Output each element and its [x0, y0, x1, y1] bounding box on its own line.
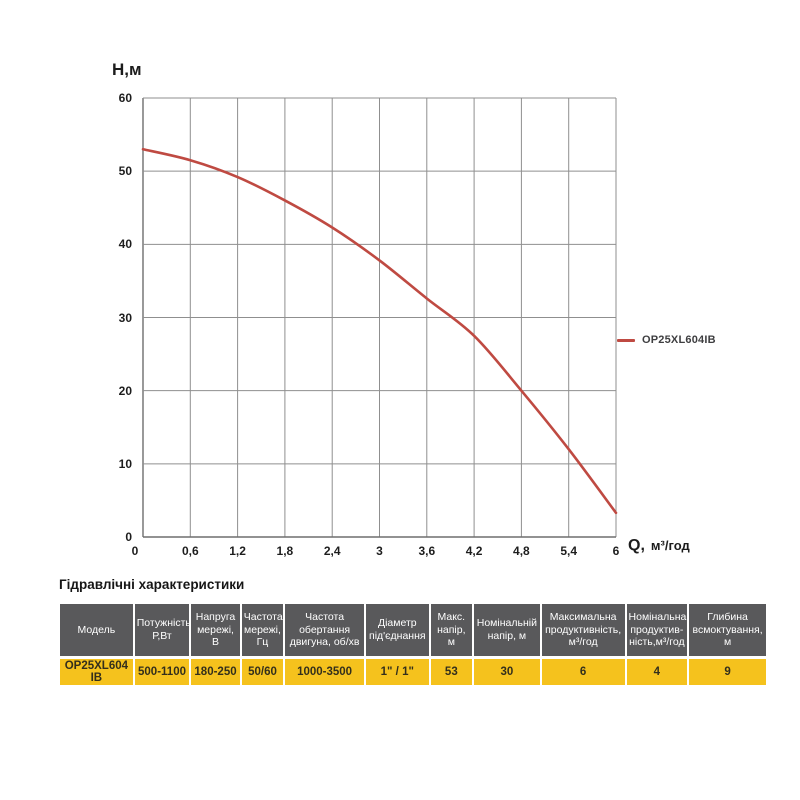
- y-tick-label: 50: [118, 164, 132, 179]
- y-tick-label: 40: [118, 237, 132, 252]
- legend-line-icon: [617, 338, 635, 342]
- x-tick-label: 4,2: [465, 544, 483, 558]
- table-cell: 50/60: [241, 659, 284, 685]
- pump-performance-chart: [141, 97, 618, 538]
- table-header-cell: Потужність Р,Вт: [134, 604, 191, 656]
- table-header-cell: Частота мережі, Гц: [241, 604, 284, 656]
- x-tick-label: 2,4: [323, 544, 341, 558]
- table-cell: 30: [474, 659, 540, 685]
- table-cell: 1" / 1": [365, 659, 429, 685]
- table-cell: 4: [626, 659, 688, 685]
- x-axis-label-q: Q,: [628, 537, 645, 554]
- y-tick-label: 0: [125, 530, 132, 544]
- y-tick-label: 60: [118, 91, 132, 105]
- table-header-cell: Модель: [60, 604, 133, 656]
- table-header-cell: Частота обертання двигуна, об/хв: [285, 604, 364, 656]
- x-tick-label: 4,8: [513, 544, 530, 558]
- x-tick-label: 6: [612, 544, 620, 558]
- hydraulic-characteristics-table: Модель Потужність Р,Вт Напруга мережі, В Ча…: [58, 601, 768, 688]
- pump-curve-OP25XL604IB: [141, 147, 618, 515]
- table-header-cell: Максимальна продуктивність, м³/год: [541, 604, 625, 656]
- y-tick-label: 10: [118, 456, 132, 471]
- table-header-cell: Номінальна продуктив- ність,м³/год: [626, 604, 688, 656]
- chart-legend: OP25XL604IB: [617, 334, 716, 346]
- table-header-cell: Напруга мережі, В: [191, 604, 240, 656]
- table-cell: 500-1100: [134, 659, 190, 685]
- table-title: Гідравлічні характеристики: [59, 577, 245, 592]
- x-tick-label: 1,8: [276, 544, 294, 558]
- table-cell: OP25XL604 IB: [60, 659, 133, 685]
- y-tick-label: 20: [118, 383, 132, 398]
- table-cell: 53: [430, 659, 473, 685]
- legend-series-label: OP25XL604IB: [642, 334, 716, 346]
- table-cell: 1000-3500: [285, 659, 364, 685]
- x-tick-label: 0,6: [181, 544, 199, 558]
- table-header-cell: Макс. напір, м: [430, 604, 473, 656]
- table-cell: 9: [689, 659, 766, 685]
- table-header-cell: Діаметр під'єднання: [365, 604, 429, 656]
- y-axis-label: H,м: [112, 60, 142, 79]
- table-header-row: Модель Потужність Р,Вт Напруга мережі, В Ча…: [60, 604, 766, 656]
- y-tick-label: 30: [118, 310, 132, 325]
- table-header-cell: Глибина всмоктування, м: [689, 604, 766, 656]
- table-cell: 6: [541, 659, 625, 685]
- x-tick-label: 3,6: [418, 544, 436, 558]
- x-tick-label: 5,4: [560, 544, 578, 558]
- x-axis-label: Q, м³/год: [628, 537, 690, 555]
- table-cell: 180-250: [191, 659, 240, 685]
- x-tick-label: 1,2: [229, 544, 246, 558]
- x-axis-label-units: м³/год: [650, 538, 690, 553]
- table-header-cell: Номінальній напір, м: [474, 604, 540, 656]
- x-tick-label: 3: [376, 544, 383, 558]
- x-tick-label: 0: [131, 544, 139, 558]
- table-data-row: OP25XL604 IB 500-1100 180-250 50/60 1000-350…: [60, 659, 766, 685]
- hydraulic-characteristics-section: Гідравлічні характеристики Модель Потужні…: [58, 577, 770, 688]
